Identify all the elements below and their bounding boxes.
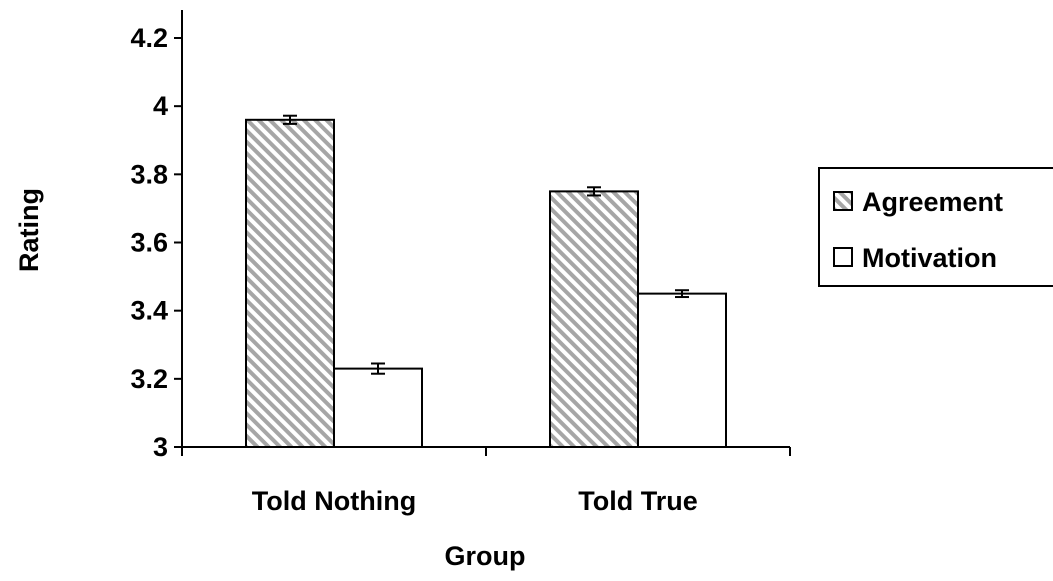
legend-box <box>818 167 1053 287</box>
y-tick-label: 3.8 <box>130 159 168 189</box>
bar-agreement-0 <box>245 118 335 449</box>
y-tick-label: 3 <box>153 432 168 462</box>
legend-label-motivation: Motivation <box>862 243 997 273</box>
category-label: Told True <box>578 486 698 516</box>
bar-motivation-0 <box>333 367 423 449</box>
legend-swatch-motivation <box>833 247 853 267</box>
bar-motivation-1 <box>637 292 727 448</box>
plot-area: 3 3.2 3.4 3.6 3.8 4 4.2 Told Nothing Told True <box>130 10 791 516</box>
legend-swatch-agreement <box>833 191 853 211</box>
y-tick-label: 3.6 <box>130 228 168 258</box>
y-tick-label: 4 <box>153 91 168 121</box>
y-tick-label: 4.2 <box>130 23 168 53</box>
x-axis-title: Group <box>445 541 526 571</box>
y-axis-title: Rating <box>14 188 44 272</box>
legend-label-agreement: Agreement <box>862 187 1003 217</box>
legend: Agreement Motivation <box>818 167 1053 287</box>
bar-agreement-1 <box>549 190 639 448</box>
y-tick-label: 3.4 <box>130 296 168 326</box>
category-label: Told Nothing <box>252 486 416 516</box>
y-tick-label: 3.2 <box>130 364 168 394</box>
